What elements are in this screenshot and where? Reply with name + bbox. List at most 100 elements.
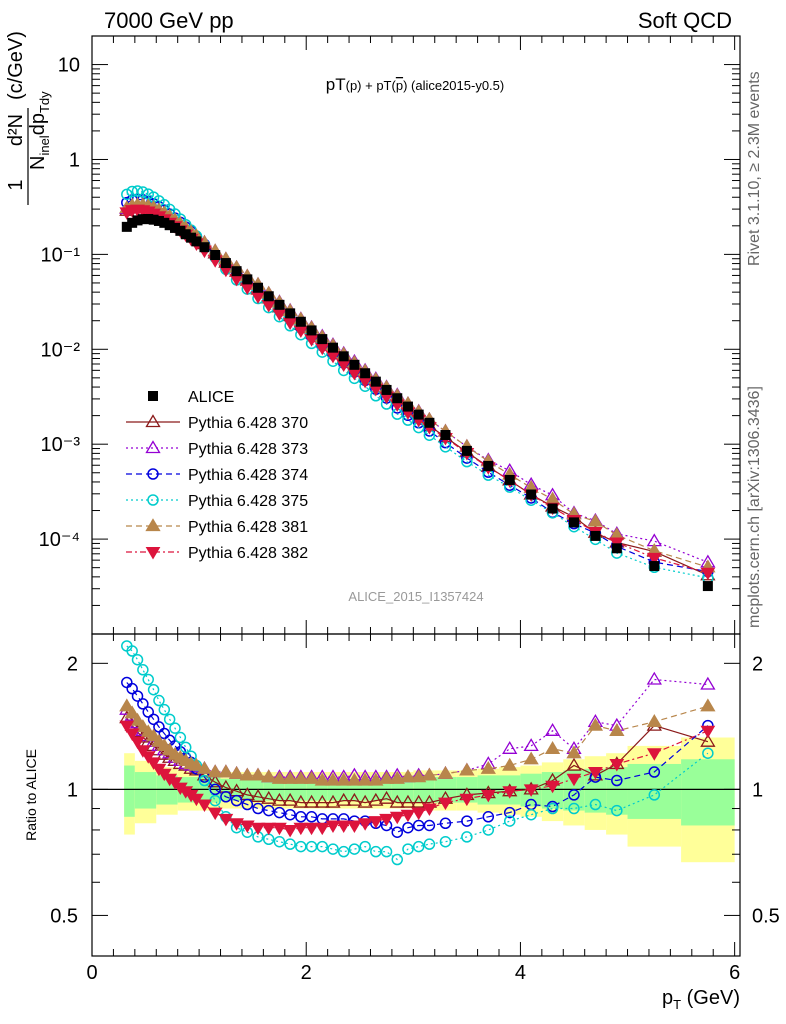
point-381 — [587, 513, 604, 527]
point-375 — [131, 185, 144, 197]
ratio-point-381 — [188, 757, 205, 771]
ratio-point-381 — [459, 762, 475, 776]
point-alice — [170, 222, 181, 233]
ratio-point-374 — [121, 676, 133, 689]
ratio-point-381 — [129, 712, 146, 726]
ratio-point-370 — [378, 790, 395, 804]
ratio-point-382 — [523, 784, 539, 797]
legend-item-370: Pythia 6.428 370 — [126, 414, 308, 432]
point-alice — [220, 258, 231, 269]
ratio-point-375 — [568, 802, 580, 815]
ratio-point-382 — [304, 822, 319, 836]
ratio-frame — [91, 633, 741, 957]
point-alice — [370, 376, 381, 387]
ratio-point-382 — [146, 757, 161, 770]
ratio-point-373 — [700, 676, 716, 690]
ratio-point-374 — [126, 682, 138, 695]
ratio-point-370 — [389, 794, 405, 808]
ratio-point-370 — [587, 767, 604, 781]
ratio-point-382 — [314, 822, 330, 836]
ratio-point-381 — [400, 769, 416, 783]
point-alice — [153, 215, 164, 226]
point-alice — [317, 334, 328, 345]
point-alice — [504, 474, 515, 485]
ratio-point-381 — [523, 751, 539, 765]
ratio-point-370 — [293, 794, 309, 808]
ratio-point-382 — [609, 758, 625, 772]
ratio-point-375 — [648, 789, 661, 801]
ratio-point-381 — [609, 723, 625, 736]
ratio-point-375 — [142, 673, 154, 686]
ratio-point-375 — [423, 838, 436, 850]
ratio-point-375 — [412, 840, 425, 853]
ratio-point-374 — [241, 798, 254, 811]
legend-marker — [145, 440, 161, 454]
ratio-point-382 — [347, 820, 362, 833]
y-tick-label: 1 — [69, 149, 80, 171]
ratio-point-381 — [271, 771, 288, 784]
ratio-point-381 — [314, 772, 330, 786]
point-alice — [360, 368, 371, 379]
ratio-band-inner — [681, 759, 735, 826]
ratio-point-382 — [480, 789, 496, 803]
ratio-point-375 — [380, 845, 393, 858]
ratio-point-375 — [391, 853, 404, 866]
ratio-point-381 — [421, 767, 438, 781]
ratio-point-374 — [284, 808, 296, 821]
ratio-point-381 — [303, 771, 320, 784]
legend-label: Pythia 6.428 382 — [188, 545, 308, 562]
ratio-point-373 — [523, 738, 539, 752]
legend-item-382: Pythia 6.428 382 — [126, 545, 308, 562]
point-alice — [242, 274, 253, 285]
point-alice — [424, 417, 435, 428]
ratio-point-381 — [282, 771, 298, 784]
legend-label: Pythia 6.428 370 — [188, 415, 308, 432]
ratio-point-381 — [124, 705, 140, 719]
header-left: 7000 GeV pp — [104, 8, 234, 33]
point-alice — [413, 409, 424, 420]
ratio-point-374 — [461, 815, 473, 827]
ratio-point-375 — [273, 835, 286, 848]
ratio-line-381 — [126, 705, 709, 782]
ratio-point-375 — [348, 843, 361, 855]
y-tick-label: 10⁻³ — [41, 434, 81, 456]
point-alice — [231, 266, 242, 277]
point-alice — [381, 384, 392, 395]
ratio-point-382 — [566, 773, 582, 787]
ratio-point-382 — [438, 797, 453, 811]
ratio-band-inner — [124, 765, 135, 817]
legend: ALICE Pythia 6.428 370 Pythia 6.428 373 Pyt… — [126, 389, 308, 562]
point-alice — [547, 503, 558, 514]
ratio-point-382 — [124, 728, 140, 741]
ratio-point-374 — [131, 690, 144, 702]
ratio-point-381 — [250, 767, 266, 781]
ratio-point-374 — [402, 821, 414, 834]
ratio-point-375 — [137, 664, 149, 676]
y-tick-label: 10⁻² — [41, 339, 81, 361]
y-axis-label: 1 d²N NineldpTdy (c/GeV) — [5, 31, 52, 205]
y-label-numerator-2: d²N — [5, 114, 27, 146]
ratio-point-381 — [218, 764, 234, 778]
point-alice — [568, 517, 579, 528]
point-alice — [121, 221, 132, 232]
legend-item-alice: ALICE — [148, 389, 234, 406]
ratio-point-374 — [568, 789, 580, 801]
ratio-point-375 — [179, 741, 192, 754]
ratio-point-375 — [589, 798, 602, 811]
ratio-point-382 — [293, 822, 309, 836]
ratio-point-381 — [261, 769, 277, 783]
point-alice — [306, 325, 317, 336]
ratio-point-374 — [648, 766, 661, 778]
point-alice — [210, 250, 221, 261]
point-alice — [263, 291, 274, 302]
ratio-point-381 — [228, 765, 245, 779]
point-alice — [649, 561, 660, 572]
point-alice — [402, 401, 413, 412]
ratio-point-382 — [119, 720, 135, 734]
ratio-line-375 — [126, 645, 709, 861]
ratio-point-381 — [480, 760, 496, 774]
ratio-point-381 — [566, 745, 582, 759]
ratio-point-373 — [544, 723, 561, 736]
ratio-point-375 — [702, 747, 714, 759]
